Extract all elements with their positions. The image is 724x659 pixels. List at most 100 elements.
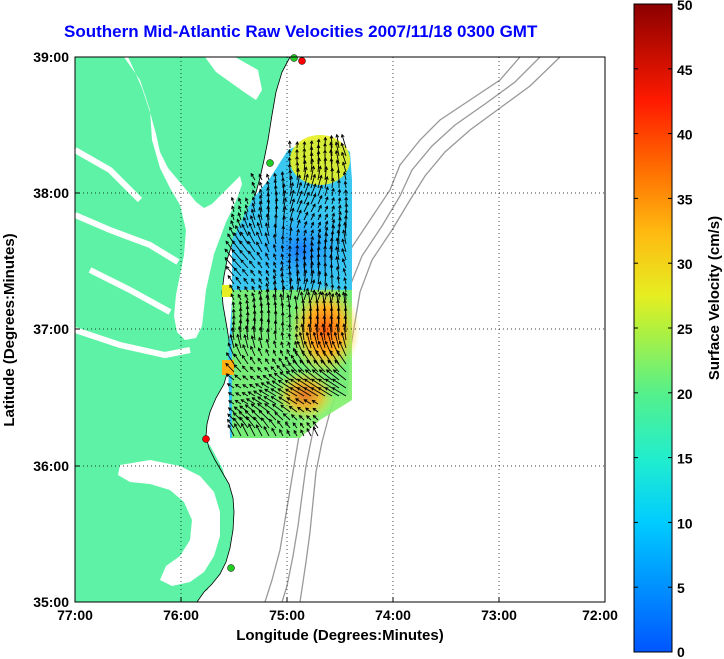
velocity-arrowhead — [299, 190, 303, 195]
velocity-arrowhead — [303, 236, 307, 241]
velocity-arrowhead — [256, 251, 261, 256]
velocity-arrow — [235, 384, 242, 389]
velocity-arrow — [331, 188, 334, 197]
velocity-arrowhead — [295, 148, 299, 153]
velocity-arrow — [310, 159, 313, 173]
velocity-arrow — [310, 213, 315, 221]
velocity-arrowhead — [294, 333, 299, 337]
velocity-arrowhead — [316, 144, 321, 149]
velocity-arrowhead — [227, 233, 231, 238]
velocity-arrow — [343, 268, 347, 277]
velocity-arrowhead — [324, 292, 328, 297]
velocity-arrow — [303, 256, 306, 269]
velocity-arrowhead — [316, 138, 321, 143]
velocity-arrow — [297, 378, 312, 389]
velocity-arrowhead — [288, 270, 292, 275]
velocity-arrow — [288, 342, 291, 349]
velocity-arrowhead — [242, 375, 246, 379]
velocity-arrowhead — [266, 205, 270, 210]
velocity-arrowhead — [227, 418, 231, 423]
velocity-arrowhead — [287, 362, 292, 367]
velocity-arrow — [276, 365, 284, 373]
velocity-arrowhead — [312, 420, 317, 425]
velocity-arrow — [226, 373, 235, 381]
velocity-arrowhead — [270, 388, 275, 392]
velocity-arrow — [228, 407, 235, 413]
velocity-arrow — [251, 409, 263, 421]
velocity-arrowhead — [280, 404, 284, 409]
velocity-arrowhead — [289, 227, 293, 232]
velocity-arrow — [311, 378, 326, 389]
velocity-arrow — [338, 223, 340, 237]
velocity-arrow — [255, 424, 263, 437]
velocity-arrowhead — [312, 331, 317, 336]
velocity-arrowhead — [317, 213, 322, 218]
velocity-arrow — [286, 371, 298, 381]
velocity-arrowhead — [289, 378, 294, 383]
velocity-arrowhead — [273, 184, 278, 189]
velocity-arrowhead — [329, 157, 334, 162]
velocity-arrowhead — [331, 187, 335, 192]
velocity-arrowhead — [259, 188, 263, 193]
velocity-arrow — [281, 245, 284, 253]
velocity-arrowhead — [302, 243, 307, 248]
velocity-arrow — [312, 408, 319, 413]
velocity-arrowhead — [232, 412, 237, 416]
velocity-arrow — [231, 206, 235, 213]
velocity-arrow — [235, 225, 242, 237]
velocity-arrowhead — [271, 380, 276, 384]
radar-site-north-green — [290, 54, 298, 62]
velocity-arrowhead — [256, 375, 261, 379]
velocity-arrowhead — [336, 299, 340, 303]
velocity-arrowhead — [298, 331, 303, 336]
velocity-arrowhead — [231, 249, 236, 253]
velocity-arrowhead — [233, 364, 238, 368]
velocity-arrow — [266, 181, 270, 189]
velocity-arrow — [280, 350, 284, 357]
velocity-arrow — [303, 262, 306, 277]
velocity-arrowhead — [225, 265, 230, 270]
velocity-arrowhead — [273, 223, 277, 228]
velocity-arrow — [250, 270, 256, 277]
velocity-arrowhead — [340, 331, 345, 336]
colorbar-tick-label: 50 — [677, 0, 693, 13]
velocity-arrowhead — [329, 254, 333, 258]
velocity-arrowhead — [324, 282, 328, 287]
colorbar-tick-labels: 50 45 40 35 30 25 20 15 10 5 0 — [677, 0, 693, 659]
velocity-arrowhead — [292, 359, 297, 364]
velocity-arrow — [311, 387, 326, 397]
velocity-arrow — [317, 228, 321, 237]
velocity-arrowhead — [323, 157, 328, 161]
velocity-arrowhead — [315, 315, 320, 319]
velocity-arrowhead — [236, 285, 241, 290]
velocity-arrowhead — [280, 341, 284, 346]
velocity-arrow — [334, 332, 340, 349]
velocity-arrowhead — [303, 387, 308, 391]
velocity-arrow — [310, 183, 317, 197]
velocity-arrow — [325, 378, 340, 389]
velocity-arrowhead — [333, 331, 338, 336]
velocity-arrow — [325, 341, 333, 357]
velocity-arrowhead — [337, 197, 342, 202]
velocity-arrowhead — [336, 307, 341, 311]
y-tick-label: 35:00 — [33, 594, 69, 610]
velocity-arrow — [251, 292, 256, 301]
velocity-field — [222, 133, 360, 438]
velocity-arrow — [288, 362, 298, 373]
tributary-rivers — [75, 147, 191, 359]
velocity-arrowhead — [309, 146, 314, 151]
velocity-arrowhead — [264, 232, 269, 237]
velocity-arrow — [310, 248, 313, 261]
y-tick-label: 38:00 — [33, 185, 69, 201]
velocity-patch-west — [222, 360, 234, 375]
velocity-arrow — [317, 195, 323, 205]
velocity-arrowhead — [317, 221, 322, 226]
velocity-arrowhead — [341, 258, 346, 262]
velocity-arrowhead — [318, 174, 323, 179]
velocity-arrow — [238, 198, 242, 205]
velocity-arrowhead — [323, 262, 328, 267]
velocity-arrowhead — [278, 396, 283, 400]
velocity-arrowhead — [264, 388, 268, 393]
velocity-arrowhead — [344, 208, 349, 213]
velocity-arrowhead — [252, 317, 257, 321]
